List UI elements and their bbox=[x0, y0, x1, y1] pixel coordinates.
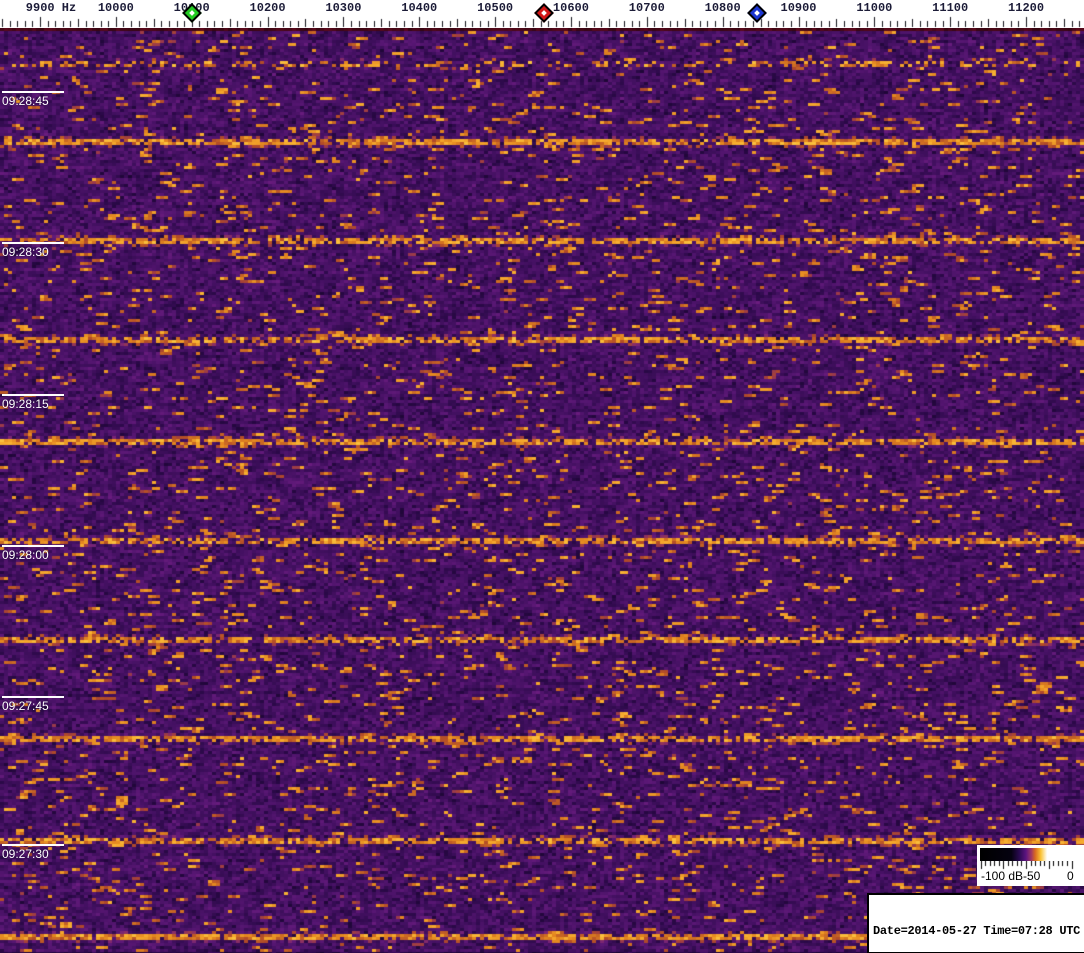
time-tick bbox=[2, 844, 64, 846]
colorbar-gradient bbox=[980, 848, 1072, 861]
colorbar-legend: -100 dB -50 0 bbox=[977, 845, 1084, 886]
frequency-label: 10900 bbox=[780, 1, 817, 15]
colorbar-label-mid: -50 bbox=[1023, 869, 1041, 883]
time-label: 09:27:30 bbox=[2, 847, 49, 861]
frequency-label: 10000 bbox=[97, 1, 134, 15]
frequency-ruler: 9900 Hz100001010010200103001040010500106… bbox=[0, 0, 1084, 28]
frequency-label: 10700 bbox=[628, 1, 665, 15]
frequency-label: 11100 bbox=[932, 1, 969, 15]
frequency-label: 10200 bbox=[249, 1, 286, 15]
time-label: 09:28:15 bbox=[2, 397, 49, 411]
frequency-label: 10500 bbox=[477, 1, 514, 15]
status-info-box: Date=2014-05-27 Time=07:28 UTC Freq=143 … bbox=[867, 893, 1084, 953]
time-tick bbox=[2, 696, 64, 698]
colorbar-label-min: -100 dB bbox=[981, 869, 1024, 883]
marker-center-dot bbox=[753, 10, 760, 16]
frequency-label: 10800 bbox=[704, 1, 741, 15]
time-label: 09:28:00 bbox=[2, 548, 49, 562]
frequency-label: 10300 bbox=[325, 1, 362, 15]
frequency-label: 10400 bbox=[401, 1, 438, 15]
frequency-label: 9900 Hz bbox=[25, 1, 77, 15]
time-label: 09:28:45 bbox=[2, 94, 49, 108]
time-tick bbox=[2, 394, 64, 396]
marker-center-dot bbox=[188, 10, 195, 16]
time-tick bbox=[2, 242, 64, 244]
time-label: 09:27:45 bbox=[2, 699, 49, 713]
time-tick bbox=[2, 545, 64, 547]
frequency-label: 10600 bbox=[552, 1, 589, 15]
marker-center-dot bbox=[541, 10, 548, 16]
colorbar-label-max: 0 bbox=[1067, 869, 1074, 883]
time-label: 09:28:30 bbox=[2, 245, 49, 259]
frequency-label: 11000 bbox=[856, 1, 893, 15]
info-date-time: Date=2014-05-27 Time=07:28 UTC bbox=[873, 924, 1081, 938]
colorbar-ticks-canvas bbox=[977, 861, 1084, 871]
time-tick bbox=[2, 91, 64, 93]
frequency-label: 11200 bbox=[1008, 1, 1045, 15]
waterfall-canvas bbox=[0, 28, 1084, 953]
